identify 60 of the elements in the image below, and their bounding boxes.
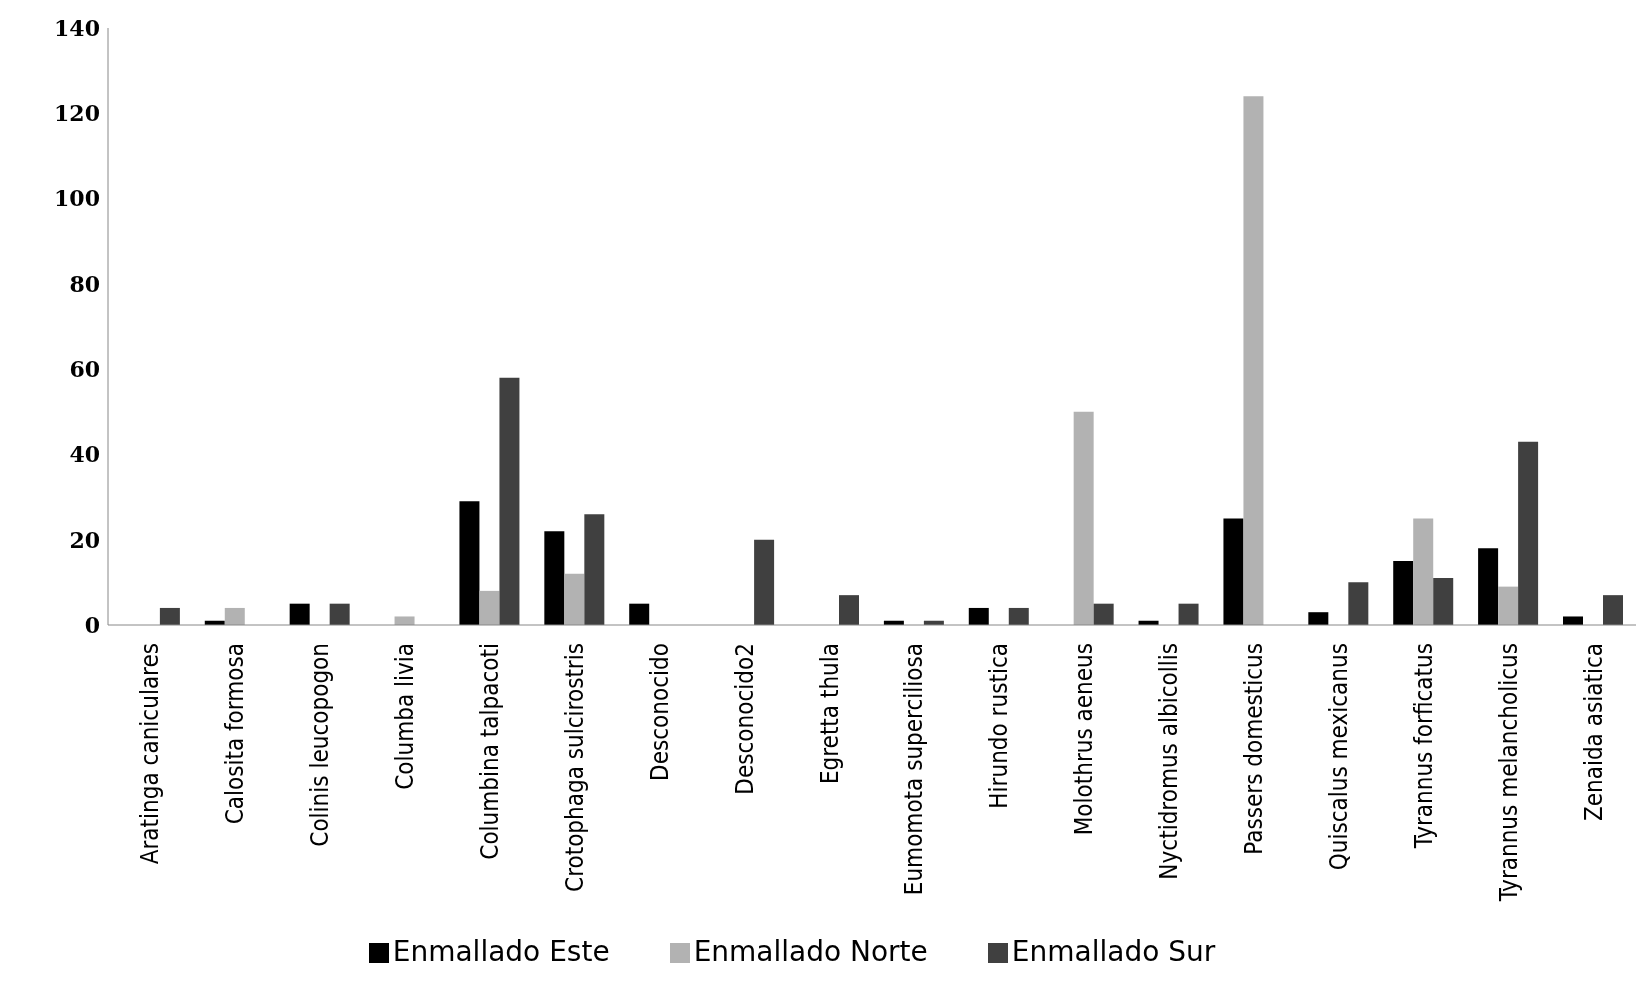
y-tick-label: 120 (54, 100, 100, 127)
bar (1243, 96, 1264, 625)
x-tick-label: Molothrus aeneus (1070, 643, 1099, 836)
bar (1498, 586, 1519, 625)
bar (754, 539, 775, 625)
x-tick-label: Desconocido (645, 643, 674, 781)
bar (1433, 578, 1454, 625)
x-tick-label: Desconocido2 (730, 643, 759, 795)
x-tick-label: Crotophaga sulcirostris (560, 643, 589, 892)
bar (1308, 612, 1329, 625)
legend-label: Enmallado Sur (1011, 935, 1216, 968)
x-tick-label: Quiscalus mexicanus (1324, 643, 1353, 871)
x-tick-label: Tyrannus melancholicus (1494, 643, 1523, 903)
y-tick-label: 80 (69, 270, 100, 297)
bar (584, 514, 605, 625)
y-tick-label: 140 (54, 14, 100, 41)
bar (629, 603, 650, 625)
bar (1603, 595, 1623, 625)
bar (394, 616, 415, 625)
bar (1348, 582, 1369, 625)
bar (224, 607, 245, 625)
bar (1478, 548, 1499, 625)
x-tick-label: Hirundo rustica (985, 643, 1014, 809)
bar (329, 603, 350, 625)
bar (564, 573, 585, 625)
bar (839, 595, 859, 625)
x-tick-label: Columba livia (391, 643, 420, 790)
x-tick-label: Passers domesticus (1240, 643, 1268, 855)
legend-label: Enmallado Norte (693, 935, 928, 968)
y-tick-label: 0 (84, 611, 100, 638)
x-tick-label: Tyrannus forficatus (1409, 643, 1438, 850)
bar (1073, 411, 1094, 625)
x-tick-label: Nyctidromus albicollis (1155, 643, 1184, 880)
x-tick-label: Aratinga caniculares (136, 643, 165, 865)
y-tick-label: 20 (69, 526, 100, 553)
bar (499, 377, 520, 625)
x-tick-label: Zenaida asiatica (1579, 643, 1608, 822)
bar (1093, 603, 1114, 625)
bar (544, 531, 565, 625)
y-tick-label: 40 (69, 441, 100, 468)
bar (159, 607, 180, 625)
bar (1393, 561, 1414, 625)
bar (459, 501, 480, 625)
x-tick-label: Eumomota superciliosa (900, 643, 929, 896)
bar (1413, 518, 1434, 625)
x-tick-label: Calosita formosa (221, 643, 250, 825)
legend-label: Enmallado Este (392, 935, 610, 968)
bar (968, 607, 989, 625)
bar (1008, 607, 1029, 625)
y-tick-label: 100 (54, 185, 100, 212)
bar (479, 590, 500, 625)
x-tick-label: Egretta thula (815, 643, 844, 785)
bar (289, 603, 310, 625)
bar (1563, 616, 1583, 625)
y-tick-label: 60 (69, 355, 100, 382)
bar (1178, 603, 1199, 625)
bar (1223, 518, 1244, 625)
bar (1518, 441, 1539, 625)
x-tick-label: Colinis leucopogon (306, 643, 335, 847)
x-tick-label: Columbina talpacoti (476, 643, 504, 860)
